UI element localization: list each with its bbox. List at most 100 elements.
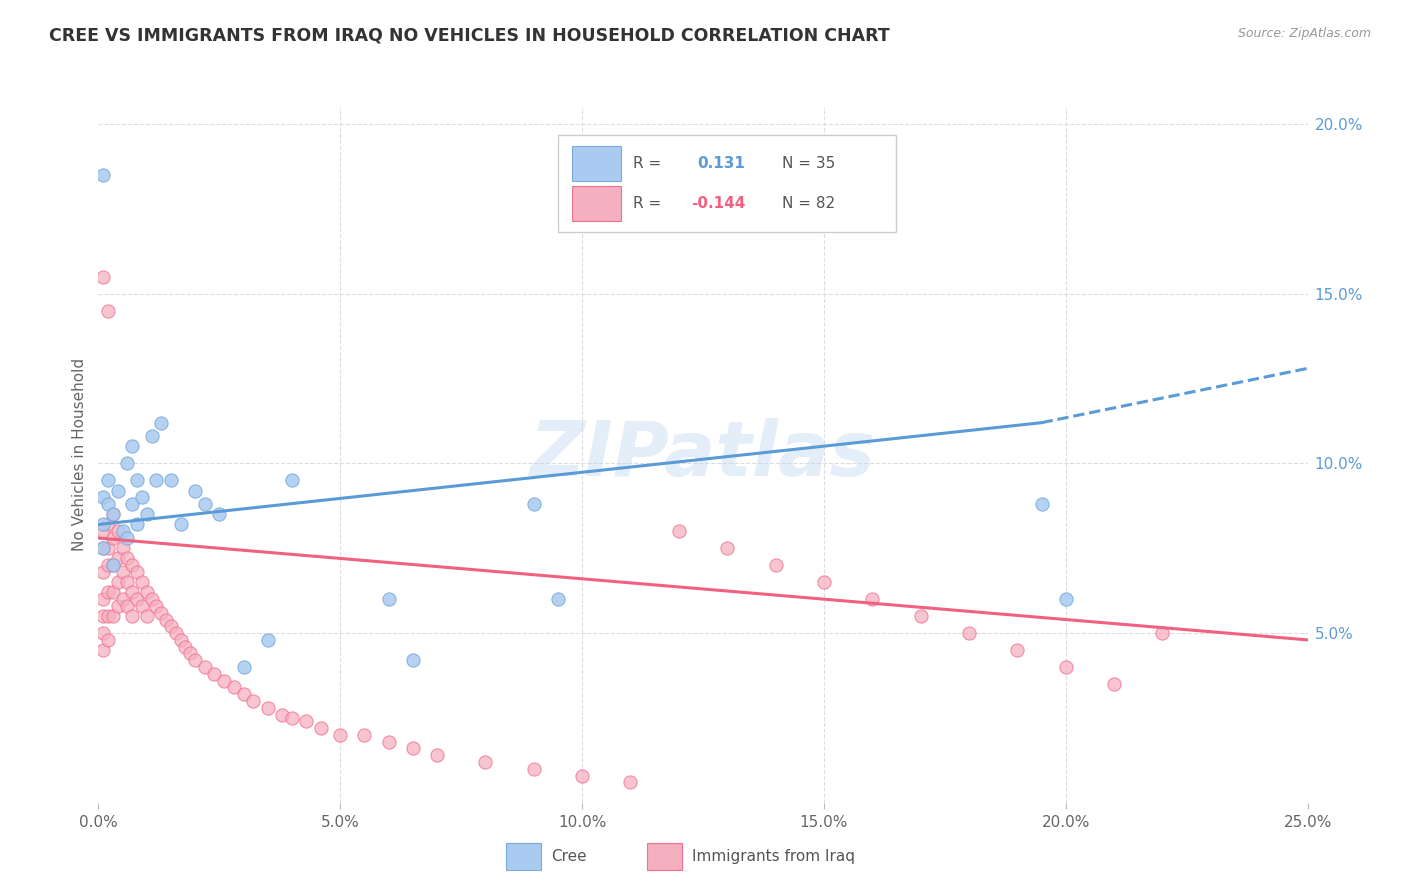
Point bbox=[668, 524, 690, 539]
Point bbox=[101, 508, 124, 522]
Point bbox=[91, 524, 114, 539]
Text: N = 35: N = 35 bbox=[782, 156, 835, 171]
Point bbox=[232, 687, 254, 701]
Point bbox=[101, 609, 124, 624]
Point bbox=[194, 497, 217, 511]
Point bbox=[131, 599, 153, 613]
Point bbox=[145, 599, 167, 613]
Point bbox=[295, 714, 318, 729]
Point bbox=[619, 775, 641, 789]
Point bbox=[141, 429, 163, 443]
Point bbox=[117, 531, 139, 545]
Point bbox=[1054, 660, 1077, 674]
Point bbox=[121, 439, 143, 453]
Point bbox=[281, 711, 304, 725]
Point bbox=[523, 497, 546, 511]
Point bbox=[111, 565, 134, 579]
Point bbox=[309, 721, 332, 735]
Point bbox=[402, 653, 425, 667]
Point bbox=[377, 735, 399, 749]
Point bbox=[107, 524, 129, 539]
Text: CREE VS IMMIGRANTS FROM IRAQ NO VEHICLES IN HOUSEHOLD CORRELATION CHART: CREE VS IMMIGRANTS FROM IRAQ NO VEHICLES… bbox=[49, 27, 890, 45]
FancyBboxPatch shape bbox=[572, 186, 621, 221]
Point bbox=[547, 592, 569, 607]
Point bbox=[117, 551, 139, 566]
FancyBboxPatch shape bbox=[572, 146, 621, 181]
Point bbox=[523, 762, 546, 776]
Point bbox=[121, 609, 143, 624]
Point bbox=[169, 517, 191, 532]
Point bbox=[204, 666, 226, 681]
Y-axis label: No Vehicles in Household: No Vehicles in Household bbox=[72, 359, 87, 551]
Point bbox=[1007, 643, 1029, 657]
Point bbox=[121, 497, 143, 511]
Point bbox=[256, 700, 278, 714]
Text: N = 82: N = 82 bbox=[782, 196, 835, 211]
Point bbox=[765, 558, 787, 573]
Point bbox=[1102, 677, 1125, 691]
Point bbox=[208, 508, 231, 522]
Point bbox=[97, 497, 120, 511]
FancyBboxPatch shape bbox=[558, 135, 897, 232]
Text: 0.131: 0.131 bbox=[697, 156, 745, 171]
Point bbox=[232, 660, 254, 674]
Point bbox=[160, 474, 183, 488]
Point bbox=[91, 565, 114, 579]
Point bbox=[97, 585, 120, 599]
Text: Immigrants from Iraq: Immigrants from Iraq bbox=[692, 849, 855, 863]
Text: R =: R = bbox=[633, 156, 666, 171]
Point bbox=[1031, 497, 1053, 511]
Point bbox=[111, 592, 134, 607]
Point bbox=[97, 517, 120, 532]
Point bbox=[716, 541, 738, 556]
Point bbox=[155, 613, 177, 627]
Text: -0.144: -0.144 bbox=[690, 196, 745, 211]
Point bbox=[101, 558, 124, 573]
Point bbox=[107, 599, 129, 613]
Point bbox=[127, 474, 149, 488]
Point bbox=[1152, 626, 1174, 640]
Point bbox=[97, 609, 120, 624]
Point bbox=[101, 508, 124, 522]
Point bbox=[169, 632, 191, 647]
Point bbox=[91, 541, 114, 556]
Point bbox=[127, 517, 149, 532]
Point bbox=[101, 585, 124, 599]
Point bbox=[91, 168, 114, 182]
Point bbox=[135, 508, 157, 522]
Point bbox=[242, 694, 264, 708]
Point bbox=[97, 632, 120, 647]
Point bbox=[121, 585, 143, 599]
Text: ZIPatlas: ZIPatlas bbox=[530, 418, 876, 491]
Point bbox=[329, 728, 352, 742]
Point bbox=[91, 609, 114, 624]
Point bbox=[91, 491, 114, 505]
Point bbox=[135, 585, 157, 599]
Point bbox=[402, 741, 425, 756]
Point bbox=[145, 474, 167, 488]
Point bbox=[222, 681, 245, 695]
Point bbox=[97, 541, 120, 556]
Point bbox=[141, 592, 163, 607]
Point bbox=[91, 643, 114, 657]
Point bbox=[107, 483, 129, 498]
Point bbox=[426, 748, 449, 763]
Point bbox=[474, 755, 496, 769]
Point bbox=[281, 474, 304, 488]
Point bbox=[131, 491, 153, 505]
Point bbox=[111, 524, 134, 539]
Point bbox=[256, 632, 278, 647]
Point bbox=[101, 531, 124, 545]
Point bbox=[121, 558, 143, 573]
Text: Cree: Cree bbox=[551, 849, 586, 863]
Point bbox=[860, 592, 883, 607]
Point bbox=[97, 303, 120, 318]
Point bbox=[117, 575, 139, 590]
Point bbox=[957, 626, 980, 640]
Point bbox=[111, 541, 134, 556]
Point bbox=[117, 599, 139, 613]
Point bbox=[107, 551, 129, 566]
Point bbox=[131, 575, 153, 590]
Point bbox=[107, 575, 129, 590]
Point bbox=[91, 541, 114, 556]
